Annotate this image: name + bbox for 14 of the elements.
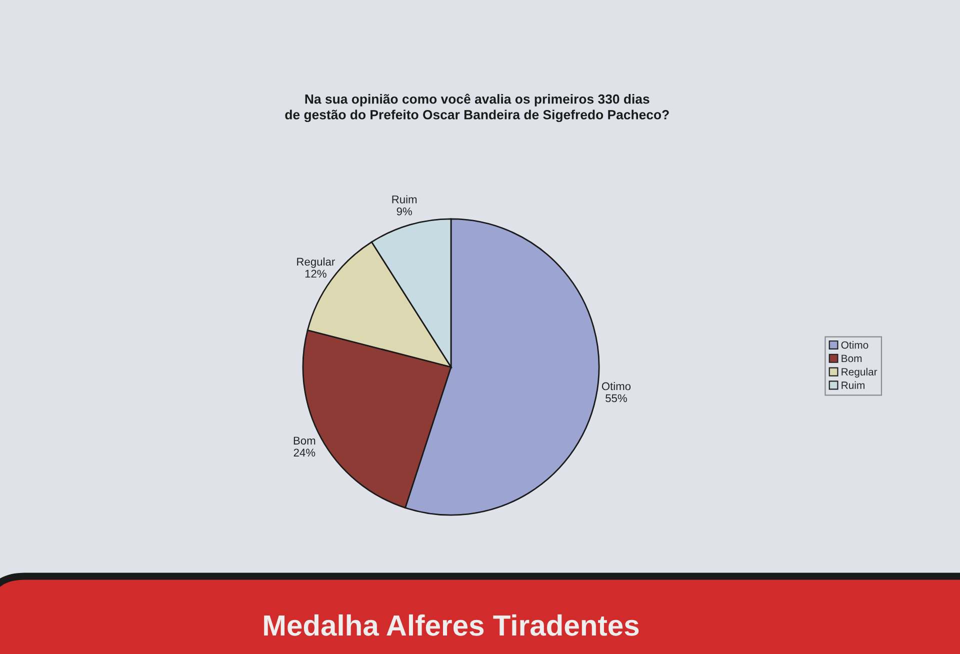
- data-label: 55%: [606, 394, 627, 402]
- slice-label: Bom: [294, 436, 316, 445]
- text: Medalha Alferes Tiradentes: [264, 614, 639, 636]
- data-label: 24%: [294, 448, 316, 457]
- data-label: 12%: [305, 270, 326, 278]
- data-label: 9%: [396, 207, 412, 216]
- legend-label: Ruim: [842, 381, 864, 389]
- chart-title: Na sua opinião como você avalia os primeiros 330 dias de gestão do Prefeito Oscar Bandeira de Sigefredo Pacheco?: [285, 94, 669, 122]
- legend-label: Bom: [842, 354, 862, 362]
- legend-label: Regular: [842, 368, 878, 378]
- slice-label: Ruim: [392, 195, 417, 204]
- slice-label: Regular: [297, 258, 335, 268]
- legend-label: Otimo: [841, 341, 868, 349]
- slice-label: Otimo: [602, 382, 631, 390]
